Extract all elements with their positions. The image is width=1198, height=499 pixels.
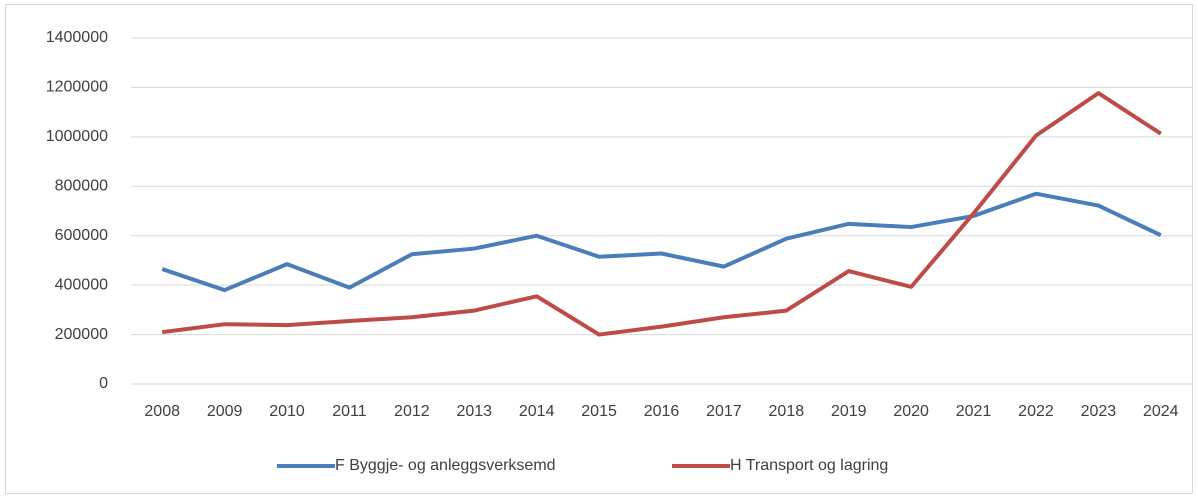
x-tick-label: 2010 bbox=[269, 403, 305, 420]
y-tick-label: 1000000 bbox=[46, 128, 108, 145]
x-tick-label: 2016 bbox=[644, 403, 680, 420]
y-tick-label: 600000 bbox=[55, 227, 108, 244]
y-tick-label: 400000 bbox=[55, 276, 108, 293]
line-series bbox=[161, 191, 1162, 293]
x-tick-label: 2013 bbox=[456, 403, 492, 420]
x-tick-label: 2011 bbox=[332, 403, 367, 420]
x-tick-label: 2021 bbox=[956, 403, 992, 420]
y-tick-label: 1200000 bbox=[46, 79, 108, 96]
y-tick-label: 800000 bbox=[55, 178, 108, 195]
x-tick-label: 2017 bbox=[706, 403, 742, 420]
y-tick-label: 0 bbox=[99, 375, 108, 392]
x-tick-label: 2009 bbox=[207, 403, 243, 420]
x-tick-label: 2019 bbox=[831, 403, 867, 420]
chart-border bbox=[5, 4, 1193, 494]
y-tick-label: 200000 bbox=[55, 326, 108, 343]
x-tick-label: 2024 bbox=[1143, 403, 1179, 420]
x-tick-label: 2020 bbox=[893, 403, 929, 420]
x-tick-label: 2015 bbox=[581, 403, 617, 420]
x-tick-label: 2012 bbox=[394, 403, 430, 420]
x-tick-label: 2023 bbox=[1081, 403, 1117, 420]
x-tick-label: 2008 bbox=[144, 403, 180, 420]
x-tick-label: 2018 bbox=[769, 403, 805, 420]
line-series bbox=[161, 91, 1162, 337]
y-tick-label: 1400000 bbox=[46, 29, 108, 46]
legend-label: H Transport og lagring bbox=[730, 457, 888, 474]
legend-label: F Byggje- og anleggsverksemd bbox=[335, 457, 556, 474]
x-tick-label: 2022 bbox=[1018, 403, 1054, 420]
x-tick-label: 2014 bbox=[519, 403, 555, 420]
